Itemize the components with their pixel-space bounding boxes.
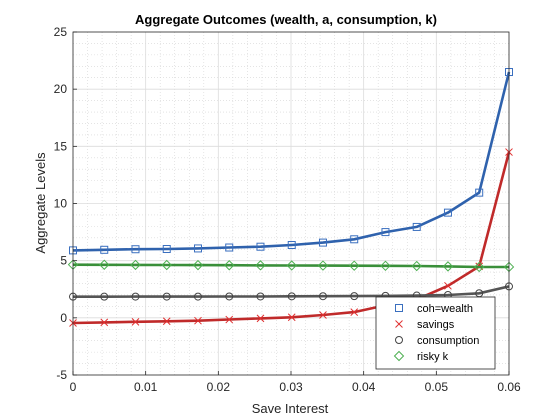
data-point-savings xyxy=(256,314,265,323)
legend-marker xyxy=(393,350,405,362)
data-point-consumption xyxy=(225,292,234,301)
legend-label: risky k xyxy=(417,351,449,363)
x-axis-label: Save Interest xyxy=(252,401,329,416)
x-tick-label: 0.03 xyxy=(279,380,303,394)
series-savings xyxy=(69,148,513,327)
data-point-risky-k xyxy=(130,259,141,271)
x-tick-label: 0.04 xyxy=(352,380,376,394)
data-point-savings-stroke xyxy=(131,317,140,326)
data-point-consumption xyxy=(131,292,140,301)
x-tick-label: 0.02 xyxy=(207,380,231,394)
data-point-savings-stroke xyxy=(100,318,109,327)
series-layer xyxy=(67,68,515,327)
data-point-coh-wealth xyxy=(381,228,390,237)
data-point-risky-k xyxy=(286,260,297,271)
data-point-risky-k xyxy=(224,260,235,271)
data-point-savings xyxy=(131,317,140,326)
series-line-coh-wealth xyxy=(72,71,511,252)
data-point-risky-k xyxy=(473,261,485,273)
x-tick-label: 0.01 xyxy=(134,380,158,394)
y-tick-label: -5 xyxy=(56,368,67,382)
data-point-consumption xyxy=(256,292,265,301)
major-grid xyxy=(73,32,509,375)
x-tick-label: 0.05 xyxy=(425,380,449,394)
y-tick-label: 20 xyxy=(54,82,68,96)
y-tick-label: 15 xyxy=(54,139,68,153)
data-point-consumption xyxy=(193,292,202,301)
data-point-coh-wealth xyxy=(412,222,421,231)
legend-marker-stroke xyxy=(395,320,403,328)
x-axis-ticks: 0 0.01 0.02 0.03 0.04 0.05 0.06 xyxy=(70,371,521,394)
chart-title: Aggregate Outcomes (wealth, a, consumpti… xyxy=(135,12,437,27)
data-point-coh-wealth xyxy=(475,188,484,197)
data-point-savings-stroke xyxy=(225,315,234,324)
data-point-consumption xyxy=(287,292,296,301)
data-point-coh-wealth xyxy=(131,245,140,254)
data-point-risky-k xyxy=(380,260,391,272)
data-point-savings xyxy=(162,317,171,326)
series-risky-k xyxy=(67,259,515,273)
data-point-consumption xyxy=(100,292,109,301)
data-point-risky-k xyxy=(255,260,266,271)
data-point-coh-wealth xyxy=(256,242,265,251)
data-point-coh-wealth xyxy=(443,208,452,217)
legend-label: coh=wealth xyxy=(417,303,473,315)
data-point-savings xyxy=(225,315,234,324)
legend-label: consumption xyxy=(417,335,479,347)
data-point-savings-stroke xyxy=(162,317,171,326)
data-point-coh-wealth xyxy=(318,238,327,247)
data-point-savings xyxy=(100,318,109,327)
legend-marker xyxy=(395,336,403,344)
data-point-risky-k xyxy=(161,259,172,271)
data-point-coh-wealth xyxy=(287,241,296,250)
y-tick-label: 0 xyxy=(60,311,67,325)
data-point-risky-k xyxy=(411,260,422,272)
data-point-risky-k xyxy=(99,259,110,270)
data-point-coh-wealth xyxy=(193,244,202,253)
data-point-savings-stroke xyxy=(350,308,359,316)
legend-marker xyxy=(395,304,403,312)
legend-label: savings xyxy=(417,319,455,331)
series-line-consumption xyxy=(73,285,510,299)
y-tick-label: 10 xyxy=(54,197,68,211)
y-axis-ticks: -5 0 5 10 15 20 25 xyxy=(54,25,77,382)
data-point-risky-k xyxy=(317,260,329,271)
x-tick-label: 0.06 xyxy=(497,380,521,394)
data-point-risky-k xyxy=(349,260,360,271)
y-axis-label: Aggregate Levels xyxy=(33,152,48,254)
data-point-coh-wealth xyxy=(225,243,234,252)
data-point-savings-stroke xyxy=(256,314,265,323)
data-point-savings-stroke xyxy=(194,316,202,325)
data-point-risky-k xyxy=(192,259,204,271)
legend-marker xyxy=(395,320,403,328)
x-tick-label: 0 xyxy=(70,380,77,394)
data-point-coh-wealth xyxy=(162,245,171,254)
data-point-coh-wealth xyxy=(350,235,359,244)
data-point-savings xyxy=(287,313,296,322)
legend: coh=wealth savings consumption risky k xyxy=(375,296,496,370)
data-point-savings xyxy=(319,311,327,319)
data-point-risky-k xyxy=(442,261,454,272)
y-tick-label: 25 xyxy=(54,25,68,39)
data-point-savings xyxy=(194,316,202,325)
data-point-savings xyxy=(350,308,359,316)
data-point-savings-stroke xyxy=(319,311,327,319)
series-line-risky-k xyxy=(72,263,509,269)
y-tick-label: 5 xyxy=(60,254,67,268)
data-point-consumption xyxy=(350,292,359,301)
data-point-consumption xyxy=(162,292,171,301)
data-point-savings-stroke xyxy=(444,281,452,290)
data-point-savings-stroke xyxy=(287,313,296,322)
data-point-savings xyxy=(444,281,452,290)
data-point-coh-wealth xyxy=(100,245,109,254)
data-point-consumption xyxy=(318,292,327,301)
